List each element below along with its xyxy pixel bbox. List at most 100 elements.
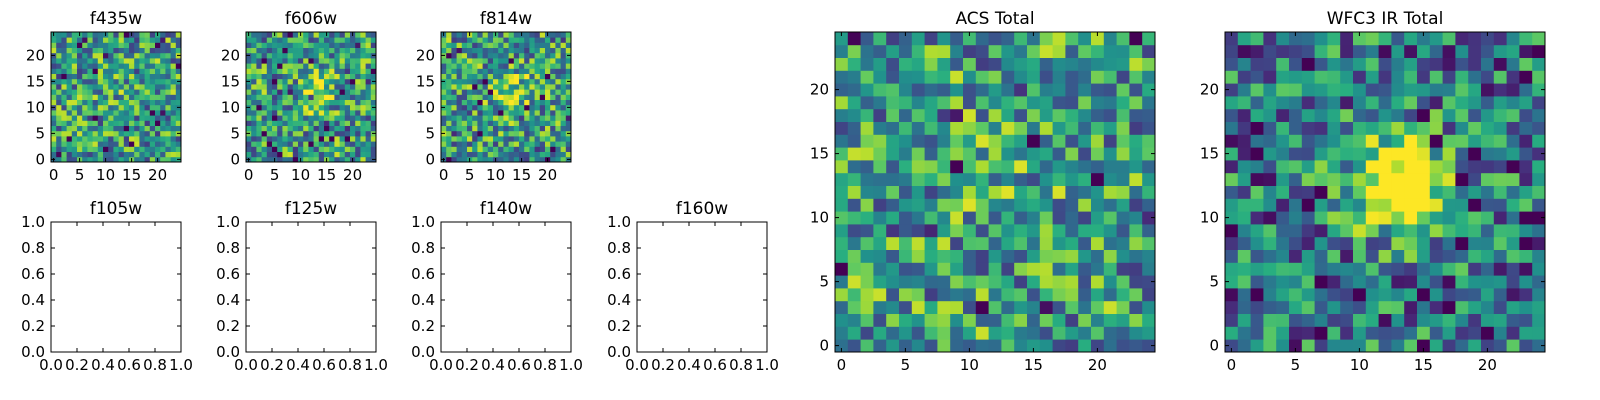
heatmap-cell	[139, 115, 145, 121]
heatmap-cell	[545, 115, 551, 121]
heatmap-cell	[1263, 44, 1277, 58]
heatmap-cell	[87, 68, 93, 74]
heatmap-cell	[170, 156, 177, 163]
heatmap-cell	[1142, 134, 1156, 148]
heatmap-cell	[66, 47, 73, 54]
heatmap-cell	[1468, 313, 1482, 327]
heatmap-cell	[1263, 211, 1277, 225]
heatmap-cell	[565, 84, 572, 90]
heatmap-cell	[873, 44, 887, 58]
heatmap-cell	[550, 104, 556, 111]
heatmap-cell	[1327, 326, 1341, 340]
heatmap-cell	[493, 146, 499, 152]
heatmap-cell	[451, 37, 457, 43]
heatmap-cell	[292, 151, 299, 158]
heatmap-cell	[886, 300, 900, 314]
heatmap-cell	[339, 120, 346, 126]
heatmap-cell	[911, 134, 925, 148]
heatmap-cell	[560, 52, 567, 59]
heatmap-cell	[1116, 288, 1130, 302]
heatmap-cell	[66, 84, 73, 90]
heatmap-cell	[365, 78, 372, 85]
heatmap-cell	[860, 108, 874, 122]
heatmap-cell	[1250, 83, 1264, 97]
heatmap-cell	[1340, 339, 1354, 353]
heatmap-cell	[498, 73, 504, 80]
heatmap-cell	[282, 141, 288, 147]
heatmap-cell	[71, 141, 78, 147]
heatmap-cell	[256, 52, 262, 59]
heatmap-cell	[886, 224, 900, 238]
heatmap-cell	[534, 78, 541, 85]
heatmap-cell	[61, 78, 67, 85]
heatmap-cell	[1519, 134, 1533, 148]
heatmap-cell	[108, 110, 114, 116]
heatmap-cell	[988, 44, 1002, 58]
heatmap-cell	[539, 146, 546, 152]
heatmap-cell	[266, 136, 273, 142]
heatmap-cell	[261, 130, 268, 137]
heatmap-cell	[950, 108, 964, 122]
heatmap-cell	[565, 73, 572, 80]
heatmap-cell	[519, 89, 525, 95]
heatmap-cell	[350, 47, 356, 54]
heatmap-cell	[950, 134, 964, 148]
heatmap-cell	[365, 37, 372, 43]
heatmap-cell	[1301, 121, 1315, 135]
heatmap-cell	[1263, 57, 1277, 71]
heatmap-cell	[134, 37, 140, 43]
heatmap-cell	[835, 275, 849, 289]
heatmap-cell	[472, 63, 478, 69]
heatmap-cell	[1353, 211, 1367, 225]
x-tick-label: 0.6	[312, 356, 336, 374]
heatmap-cell	[1404, 249, 1418, 263]
y-tick-label: 0	[425, 150, 435, 168]
heatmap-cell	[975, 211, 989, 225]
heatmap-cell	[123, 151, 130, 158]
heatmap-cell	[513, 52, 520, 59]
heatmap-cell	[1091, 198, 1105, 212]
heatmap-cell	[71, 37, 78, 43]
heatmap-cell	[134, 42, 140, 48]
heatmap-cell	[565, 47, 572, 54]
heatmap-cell	[82, 130, 88, 137]
heatmap-cell	[92, 52, 99, 59]
heatmap-cell	[963, 236, 977, 250]
heatmap-cell	[303, 141, 309, 147]
x-tick-label: 15	[1024, 356, 1043, 374]
heatmap-cell	[82, 42, 88, 48]
heatmap-cell	[1065, 185, 1079, 199]
heatmap-cell	[539, 63, 546, 69]
heatmap-cell	[144, 146, 151, 152]
panel-title: f125w	[285, 199, 337, 219]
heatmap-cell	[1455, 262, 1469, 276]
heatmap-cell	[937, 339, 951, 353]
heatmap-cell	[1493, 262, 1507, 276]
heatmap-cell	[1391, 83, 1405, 97]
heatmap-cell	[1276, 300, 1290, 314]
heatmap-cell	[350, 110, 356, 116]
heatmap-cell	[1276, 108, 1290, 122]
heatmap-cell	[899, 262, 913, 276]
heatmap-cell	[1091, 236, 1105, 250]
heatmap-cell	[1103, 339, 1117, 353]
heatmap-cell	[545, 58, 551, 64]
heatmap-cell	[1289, 83, 1303, 97]
heatmap-cell	[924, 108, 938, 122]
heatmap-cell	[1340, 172, 1354, 186]
heatmap-cell	[911, 108, 925, 122]
y-tick-label: 0.6	[607, 265, 631, 283]
heatmap-cell	[1103, 134, 1117, 148]
heatmap-cell	[256, 136, 262, 142]
heatmap-cell	[1263, 198, 1277, 212]
heatmap-cell	[446, 136, 452, 142]
heatmap-cell	[534, 37, 541, 43]
heatmap-cell	[144, 125, 151, 132]
heatmap-cell	[272, 52, 278, 59]
heatmap-cell	[266, 68, 273, 74]
heatmap-cell	[1493, 134, 1507, 148]
heatmap-cell	[1493, 96, 1507, 110]
heatmap-cell	[113, 37, 119, 43]
heatmap-cell	[71, 125, 78, 132]
heatmap-cell	[988, 70, 1002, 84]
